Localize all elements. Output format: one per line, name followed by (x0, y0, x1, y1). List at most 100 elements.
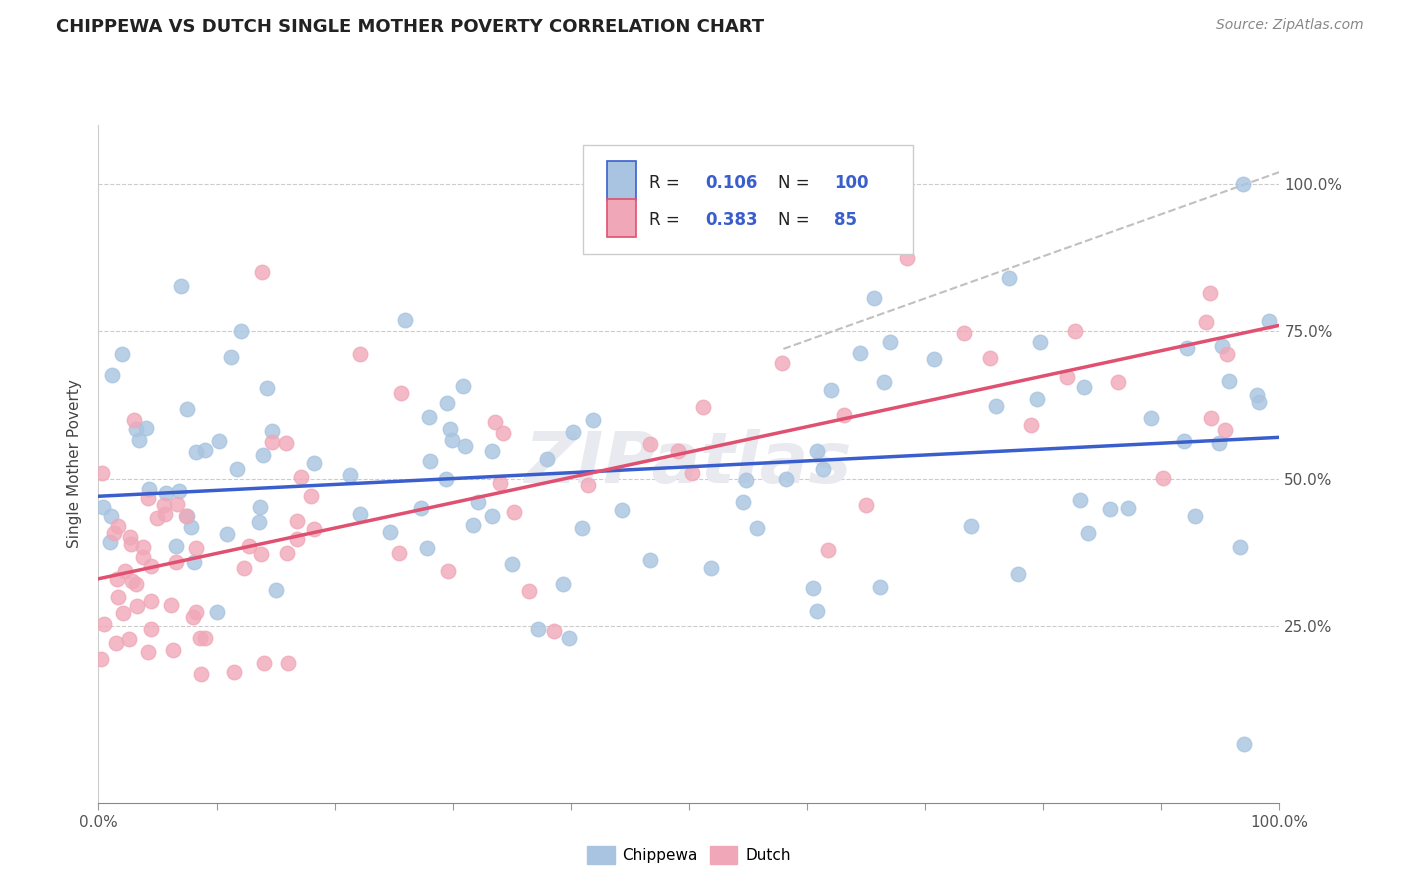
Text: Source: ZipAtlas.com: Source: ZipAtlas.com (1216, 18, 1364, 32)
Point (107, 519, 129, 533)
Point (855, 498, 877, 512)
Point (190, 667, 212, 681)
Point (162, 643, 184, 657)
Point (960, 519, 983, 533)
Point (1063, 324, 1085, 338)
Point (105, 572, 128, 586)
Point (770, 356, 793, 370)
Point (138, 482, 160, 496)
Text: CHIPPEWA VS DUTCH SINGLE MOTHER POVERTY CORRELATION CHART: CHIPPEWA VS DUTCH SINGLE MOTHER POVERTY … (56, 18, 765, 36)
Point (252, 265, 274, 279)
Point (451, 379, 474, 393)
Point (1028, 335, 1050, 350)
Point (536, 451, 558, 466)
Point (984, 400, 1007, 414)
Point (1215, 347, 1237, 361)
Point (132, 540, 155, 554)
Point (299, 489, 322, 503)
Point (180, 520, 202, 534)
Text: 100: 100 (834, 174, 869, 192)
Point (170, 279, 193, 293)
Point (100, 509, 122, 524)
Point (114, 564, 136, 578)
Point (93, 617, 115, 632)
Point (194, 631, 217, 645)
Point (467, 495, 489, 509)
Point (436, 396, 458, 410)
Point (229, 324, 252, 338)
Point (250, 547, 273, 561)
Point (873, 375, 896, 389)
Point (101, 368, 124, 382)
Point (1073, 379, 1095, 393)
Point (141, 594, 163, 608)
FancyBboxPatch shape (607, 161, 636, 200)
Point (141, 559, 163, 574)
Point (1069, 493, 1091, 508)
Point (1232, 177, 1254, 191)
Y-axis label: Single Mother Poverty: Single Mother Poverty (67, 379, 83, 549)
Point (492, 425, 515, 440)
Point (806, 604, 828, 618)
Point (582, 413, 605, 427)
Point (411, 500, 433, 515)
Point (416, 541, 439, 555)
Point (378, 525, 401, 540)
Point (700, 561, 723, 575)
Point (165, 539, 187, 553)
Point (118, 632, 141, 646)
Point (389, 385, 412, 400)
Point (91, 500, 114, 515)
Point (188, 632, 211, 646)
Point (125, 422, 148, 436)
Point (145, 511, 167, 525)
Point (184, 605, 207, 619)
Point (1118, 501, 1140, 516)
Point (339, 468, 361, 483)
Point (869, 580, 891, 594)
Point (922, 352, 945, 367)
Point (1249, 395, 1271, 409)
Point (111, 347, 134, 361)
Point (1173, 434, 1195, 448)
Point (103, 526, 125, 541)
Point (1215, 424, 1237, 438)
Point (121, 574, 143, 588)
Point (481, 508, 503, 523)
Text: N =: N = (778, 211, 814, 228)
Point (1199, 411, 1222, 425)
Point (1208, 435, 1230, 450)
Point (215, 527, 238, 541)
Point (394, 312, 416, 326)
Point (610, 502, 633, 516)
Point (1107, 375, 1129, 389)
Point (440, 433, 463, 447)
Point (561, 425, 583, 440)
Point (439, 421, 461, 435)
Point (194, 443, 217, 458)
Text: R =: R = (648, 174, 685, 192)
Point (488, 476, 510, 491)
Point (418, 409, 440, 424)
Point (1211, 339, 1233, 353)
Point (181, 610, 204, 624)
Point (558, 631, 581, 645)
Point (90, 466, 112, 480)
Point (388, 546, 411, 560)
Point (253, 657, 276, 671)
Point (125, 599, 148, 613)
Point (139, 623, 162, 637)
Point (418, 454, 440, 468)
Point (260, 424, 283, 438)
Point (120, 537, 142, 551)
Point (136, 645, 159, 659)
Point (571, 521, 593, 535)
Point (186, 541, 208, 555)
Point (176, 401, 198, 416)
Point (166, 497, 188, 511)
Point (107, 590, 129, 604)
Point (998, 270, 1021, 285)
Point (238, 539, 260, 553)
Point (979, 351, 1001, 365)
Point (953, 326, 976, 341)
